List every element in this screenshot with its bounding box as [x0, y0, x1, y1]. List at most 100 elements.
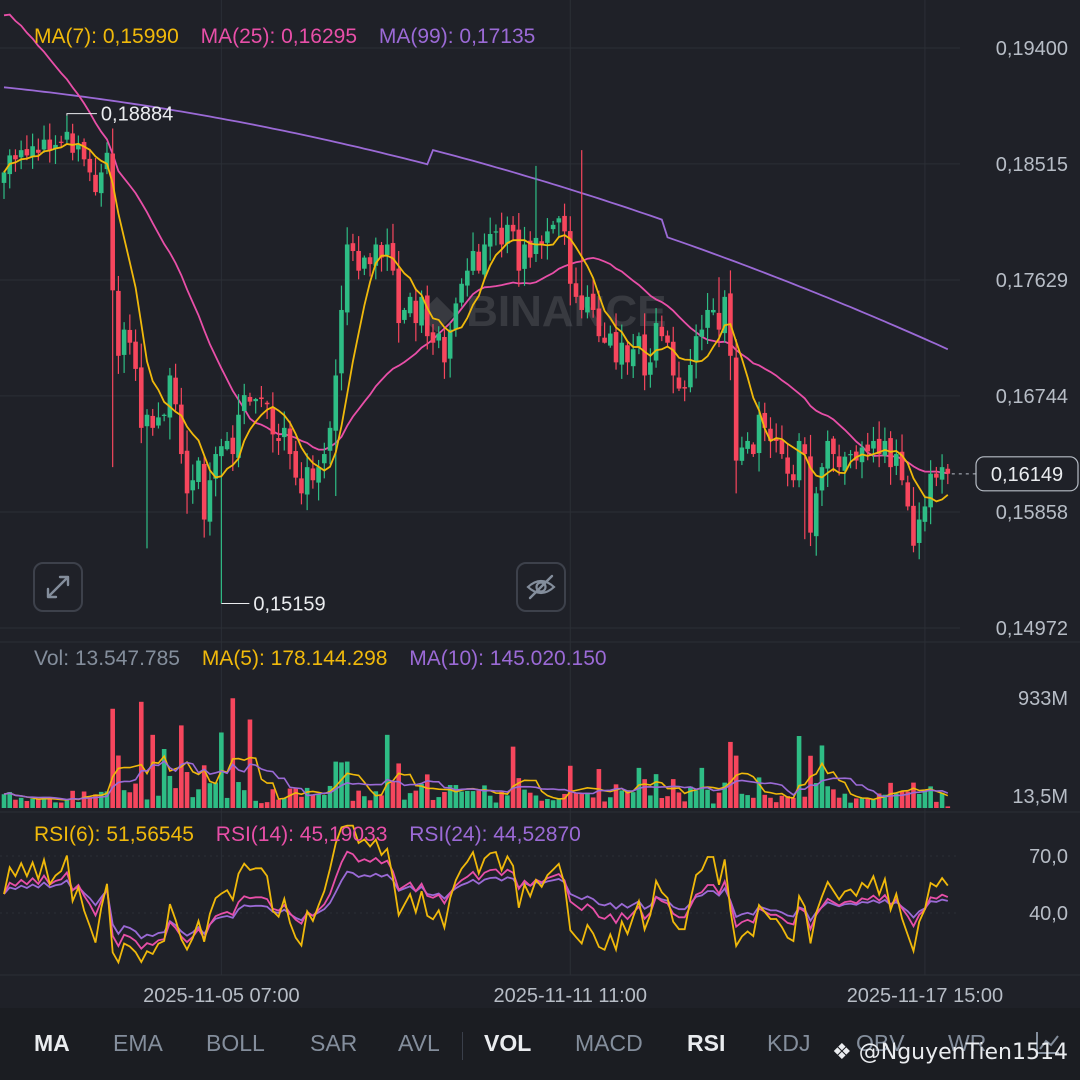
candle-body [573, 283, 579, 297]
candle-body [842, 456, 848, 471]
candle-body [848, 454, 853, 456]
volume-bar [81, 791, 87, 808]
rsi24-legend: RSI(24): 44,52870 [409, 823, 581, 846]
candle-body [905, 482, 911, 507]
candle-body [831, 438, 836, 455]
toolbar-item-kdj[interactable]: KDJ [767, 1030, 811, 1056]
candle-body [779, 440, 785, 455]
rsi14-legend: RSI(14): 45,19033 [215, 823, 388, 846]
candle-body [670, 341, 676, 376]
toolbar-item-obv[interactable]: OBV [856, 1030, 905, 1056]
candle-body [184, 450, 190, 494]
volume-bar [476, 790, 482, 808]
toolbar-item-vol[interactable]: VOL [484, 1030, 532, 1056]
volume-bar [911, 782, 916, 808]
volume-bar [585, 792, 590, 808]
rsi6-legend: RSI(6): 51,56545 [34, 823, 194, 846]
candle-body [819, 467, 825, 491]
volume-bar [928, 786, 933, 808]
candle-body [390, 243, 396, 271]
volume-bar [905, 791, 911, 808]
volume-bar [465, 790, 470, 808]
candle-body [733, 357, 739, 461]
volume-bar [716, 792, 722, 808]
volume-bar [402, 799, 407, 808]
candle-body [562, 215, 567, 232]
candle-body [722, 296, 728, 334]
indicator-toolbar: MA EMA BOLL SAR AVL VOL MACD RSI KDJ OBV… [0, 1008, 1080, 1080]
volume-bar [304, 787, 310, 808]
toolbar-item-sar[interactable]: SAR [310, 1030, 358, 1056]
volume-bar [659, 797, 665, 808]
eye-off-icon [526, 574, 556, 600]
candle-body [527, 240, 533, 258]
volume-bar [693, 790, 699, 808]
candle-body [339, 309, 344, 374]
volume-ma10-legend: MA(10): 145.020.150 [409, 647, 607, 670]
candle-body [567, 231, 573, 284]
candle-body [304, 467, 310, 495]
toolbar-item-rsi[interactable]: RSI [687, 1030, 726, 1056]
volume-bar [567, 765, 573, 808]
candle-body [596, 308, 602, 337]
volume-bar [859, 797, 865, 808]
volume-bar [836, 797, 842, 808]
candle-body [36, 149, 41, 153]
candle-body [110, 153, 115, 291]
candle-body [934, 473, 939, 478]
volume-bar [407, 793, 413, 808]
indicator-settings-icon[interactable] [1032, 1028, 1062, 1058]
volume-tick-label: 933M [1018, 688, 1068, 710]
candle-body [224, 440, 230, 450]
volume-bar [104, 791, 110, 808]
volume-bar [808, 755, 813, 808]
volume-bar [396, 763, 401, 808]
volume-bar [207, 783, 213, 808]
time-tick-label: 2025-11-17 15:00 [847, 985, 1003, 1007]
candle-body [138, 367, 144, 428]
volume-bar [670, 779, 676, 808]
binance-diamond-icon: ❖ [832, 1040, 852, 1065]
volume-bar [853, 798, 859, 808]
hide-indicators-button[interactable] [516, 562, 566, 612]
volume-bar [236, 782, 241, 808]
candle-body [688, 364, 693, 388]
price-tick-label: 0,16744 [996, 386, 1068, 408]
volume-bar [545, 798, 550, 808]
candle-body [482, 244, 487, 275]
volume-bar [299, 796, 304, 808]
volume-bar [802, 796, 808, 808]
candle-body [47, 139, 53, 151]
volume-bar [939, 792, 945, 808]
toolbar-item-wr[interactable]: WR [948, 1030, 987, 1056]
author-watermark: ❖ @NguyenTien1514 [832, 1040, 1068, 1065]
volume-bar [7, 792, 13, 808]
fullscreen-button[interactable] [33, 562, 83, 612]
volume-bar [762, 794, 768, 808]
toolbar-item-macd[interactable]: MACD [575, 1030, 643, 1056]
volume-bar [848, 802, 853, 808]
toolbar-item-avl[interactable]: AVL [398, 1030, 440, 1056]
candle-body [356, 250, 361, 271]
toolbar-item-boll[interactable]: BOLL [206, 1030, 265, 1056]
volume-bar [344, 761, 350, 808]
volume-bar [36, 798, 41, 808]
volume-bar [516, 778, 522, 808]
candle-body [487, 233, 493, 247]
candle-body [751, 444, 756, 455]
candle-body [476, 251, 482, 271]
toolbar-item-ma[interactable]: MA [34, 1030, 70, 1056]
rsi14-line [3, 850, 949, 951]
candle-body [219, 446, 224, 457]
candle-body [762, 412, 768, 428]
volume-bar [58, 802, 64, 808]
volume-bar [41, 796, 47, 808]
toolbar-item-ema[interactable]: EMA [113, 1030, 163, 1056]
volume-bar [871, 800, 876, 808]
volume-bar [470, 791, 476, 808]
volume-bar [322, 794, 327, 808]
candle-body [510, 224, 516, 232]
candle-body [911, 505, 916, 546]
candle-body [133, 341, 138, 369]
